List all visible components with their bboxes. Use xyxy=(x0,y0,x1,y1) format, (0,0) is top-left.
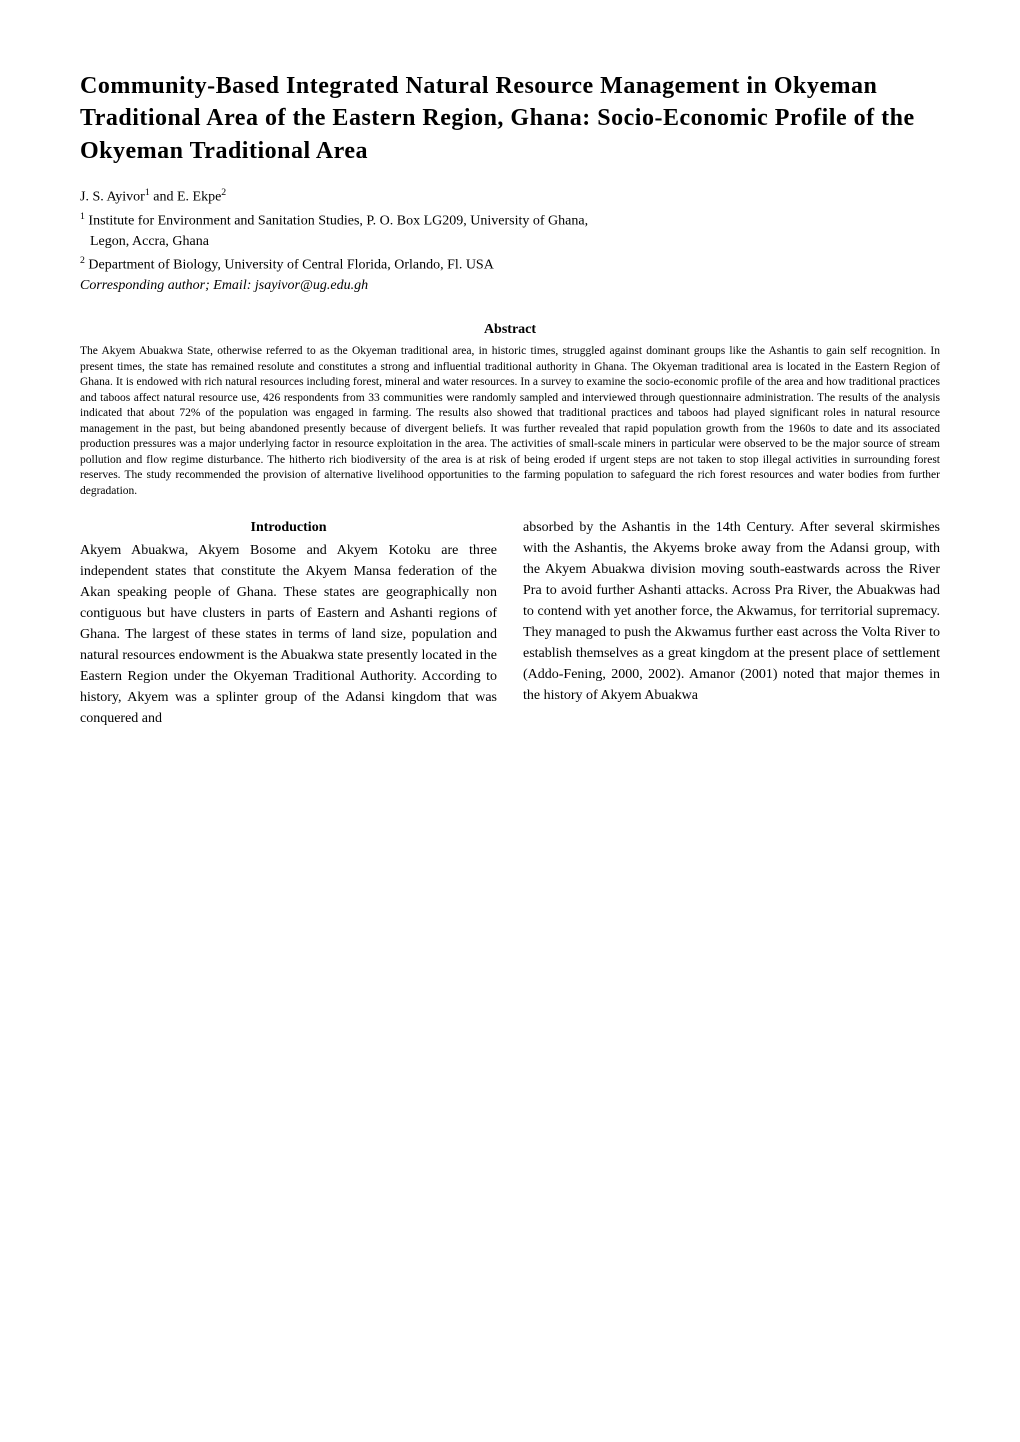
abstract-heading: Abstract xyxy=(80,322,940,338)
affiliation-text: Department of Biology, University of Cen… xyxy=(88,258,493,273)
affiliation-text-cont: Legon, Accra, Ghana xyxy=(80,234,209,249)
affiliation-marker: 1 xyxy=(80,211,85,222)
body-paragraph-right: absorbed by the Ashantis in the 14th Cen… xyxy=(523,520,940,703)
column-left: Introduction Akyem Abuakwa, Akyem Bosome… xyxy=(80,517,497,729)
affiliation-2: 2 Department of Biology, University of C… xyxy=(80,254,940,276)
corresponding-author: Corresponding author; Email: jsayivor@ug… xyxy=(80,278,940,294)
abstract-body: The Akyem Abuakwa State, otherwise refer… xyxy=(80,344,940,499)
affiliation-text: Institute for Environment and Sanitation… xyxy=(88,213,588,228)
introduction-heading: Introduction xyxy=(80,517,497,538)
body-columns: Introduction Akyem Abuakwa, Akyem Bosome… xyxy=(80,517,940,729)
body-paragraph-left: Akyem Abuakwa, Akyem Bosome and Akyem Ko… xyxy=(80,543,497,726)
column-right: absorbed by the Ashantis in the 14th Cen… xyxy=(523,517,940,729)
paper-title: Community-Based Integrated Natural Resou… xyxy=(80,70,940,167)
authors-line: J. S. Ayivor1 and E. Ekpe2 xyxy=(80,187,940,206)
affiliation-marker: 2 xyxy=(80,255,85,266)
affiliation-1: 1 Institute for Environment and Sanitati… xyxy=(80,210,940,253)
